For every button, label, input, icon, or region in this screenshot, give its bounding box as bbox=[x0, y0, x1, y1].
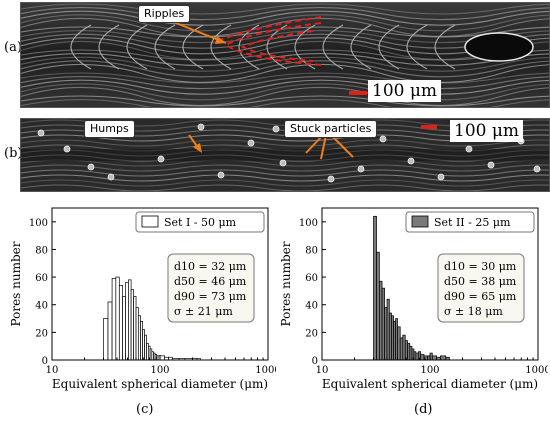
legend-label: Set I - 50 μm bbox=[164, 216, 237, 229]
callout-ripples: Ripples bbox=[138, 5, 191, 23]
histogram-bar bbox=[384, 307, 388, 361]
callout-humps: Humps bbox=[84, 120, 135, 138]
histogram-bar bbox=[159, 355, 165, 361]
y-tick-label: 20 bbox=[305, 328, 318, 339]
x-axis-label: Equivalent spherical diameter (μm) bbox=[322, 377, 538, 391]
x-tick-label: 1000 bbox=[525, 365, 548, 376]
legend: Set I - 50 μm bbox=[135, 211, 265, 233]
x-tick-label: 1000 bbox=[255, 365, 276, 376]
histogram-bar bbox=[381, 287, 385, 361]
histogram-bar bbox=[130, 289, 134, 361]
y-tick-label: 20 bbox=[35, 328, 48, 339]
y-tick-label: 40 bbox=[305, 301, 318, 312]
histogram-bar bbox=[399, 337, 404, 361]
x-tick-label: 100 bbox=[420, 365, 439, 376]
y-axis-label: Pores number bbox=[279, 241, 293, 326]
stat-line: d90 = 73 μm bbox=[174, 290, 247, 303]
y-tick-label: 80 bbox=[35, 245, 48, 256]
histogram-bar bbox=[440, 355, 447, 361]
histogram-bar bbox=[373, 215, 377, 361]
scale-label-a: 100 μm bbox=[368, 80, 442, 102]
histogram-bar bbox=[402, 334, 406, 361]
y-tick-label: 40 bbox=[35, 301, 48, 312]
stat-line: d90 = 65 μm bbox=[444, 290, 517, 303]
histogram-bar bbox=[423, 355, 428, 361]
x-tick-label: 10 bbox=[316, 365, 329, 376]
y-tick-label: 60 bbox=[305, 273, 318, 284]
histogram-bar bbox=[431, 355, 437, 361]
legend-label: Set II - 25 μm bbox=[434, 216, 511, 229]
histogram-bar bbox=[115, 276, 120, 361]
panel-label-d: (d) bbox=[414, 402, 433, 417]
y-tick-label: 0 bbox=[42, 356, 48, 367]
stat-line: d50 = 38 μm bbox=[444, 275, 517, 288]
y-tick-label: 80 bbox=[305, 245, 318, 256]
x-tick-label: 100 bbox=[150, 365, 169, 376]
y-axis-label: Pores number bbox=[9, 241, 23, 326]
histogram-bar bbox=[133, 296, 137, 361]
panel-label-b: (b) bbox=[4, 146, 23, 161]
histogram-bar bbox=[420, 354, 425, 361]
y-tick-label: 0 bbox=[312, 356, 318, 367]
histogram-bar bbox=[111, 278, 117, 361]
stats-box: d10 = 32 μm d50 = 46 μm d90 = 73 μm σ ± 21 … bbox=[167, 253, 255, 323]
scale-label-b: 100 μm bbox=[450, 120, 524, 142]
histogram-bar bbox=[415, 352, 419, 361]
y-tick-label: 100 bbox=[299, 218, 318, 229]
histogram-bar bbox=[103, 318, 109, 361]
histogram-bar bbox=[379, 280, 383, 361]
stat-line: σ ± 18 μm bbox=[444, 305, 503, 318]
stats-box: d10 = 30 μm d50 = 38 μm d90 = 65 μm σ ± 18 … bbox=[437, 253, 525, 323]
y-tick-label: 100 bbox=[29, 218, 48, 229]
stat-line: d10 = 30 μm bbox=[444, 260, 517, 273]
weld-track-image-a bbox=[21, 3, 549, 107]
stat-line: d10 = 32 μm bbox=[174, 260, 247, 273]
histogram-bar bbox=[376, 251, 380, 361]
y-tick-label: 60 bbox=[35, 273, 48, 284]
histogram-bar bbox=[128, 279, 132, 361]
stat-line: d50 = 46 μm bbox=[174, 275, 247, 288]
x-axis-label: Equivalent spherical diameter (μm) bbox=[52, 377, 268, 391]
histogram-bar bbox=[107, 301, 113, 361]
histogram-bar bbox=[118, 285, 123, 361]
panel-label-a: (a) bbox=[4, 40, 22, 55]
panel-label-c: (c) bbox=[136, 402, 154, 417]
legend: Set II - 25 μm bbox=[405, 211, 535, 233]
micrograph-a bbox=[20, 2, 550, 108]
histogram-bar bbox=[125, 282, 129, 361]
stat-line: σ ± 21 μm bbox=[174, 305, 233, 318]
histogram-bar bbox=[397, 326, 401, 361]
histogram-bar bbox=[122, 296, 126, 361]
x-tick-label: 10 bbox=[46, 365, 59, 376]
callout-stuck-particles: Stuck particles bbox=[284, 120, 378, 138]
histogram-d: 0 20 40 60 80 100 10 100 1000 Equivalent spherica… bbox=[276, 200, 550, 396]
